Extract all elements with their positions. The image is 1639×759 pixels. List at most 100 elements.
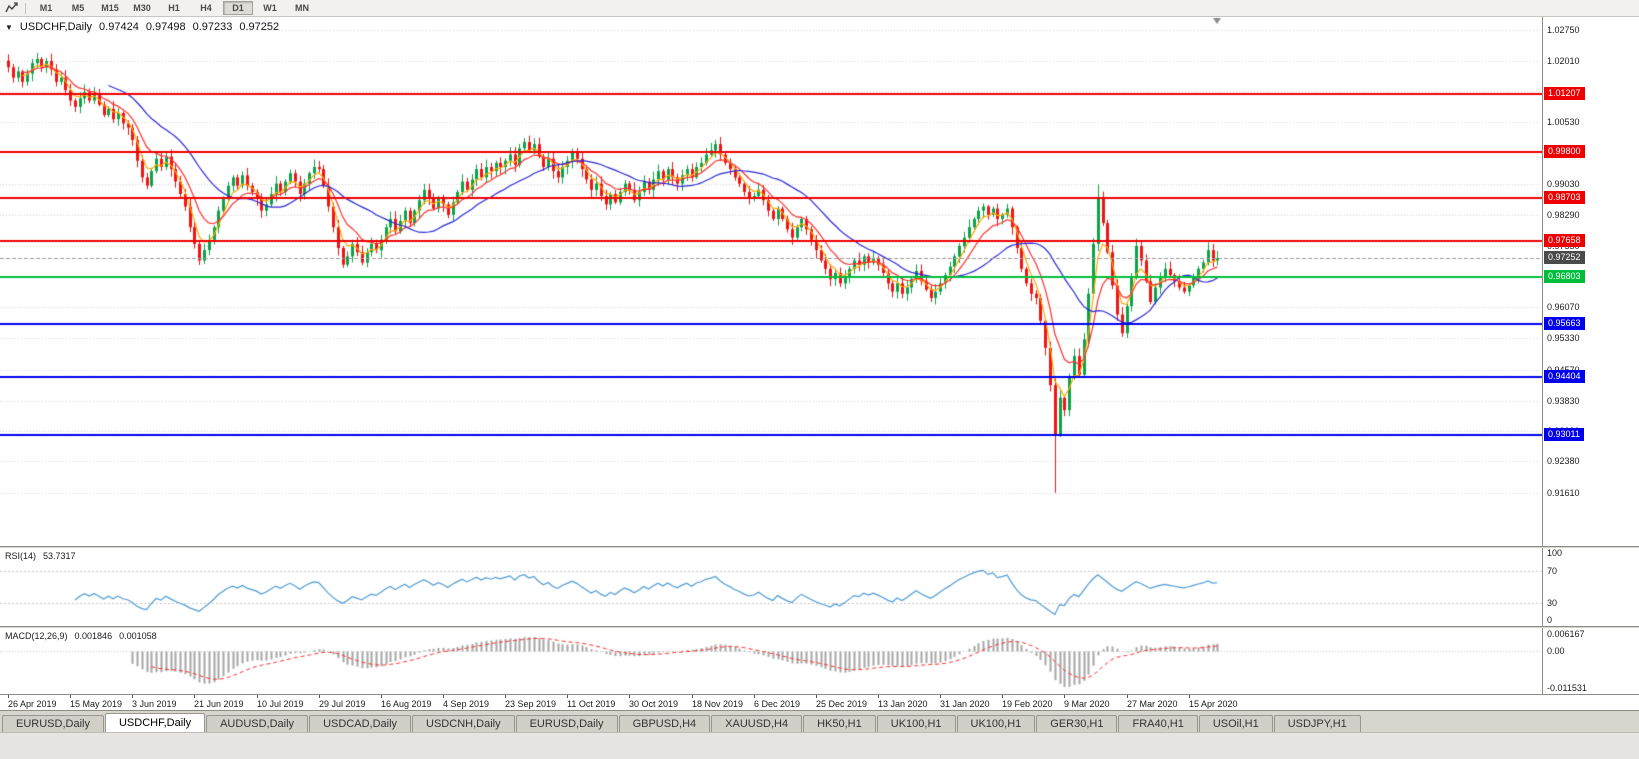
date-tick [878,695,879,698]
symbol-title: USDCHF,Daily [19,21,93,33]
price-tick-label: 1.02750 [1547,25,1580,35]
chart-tab-audusd-daily[interactable]: AUDUSD,Daily [206,715,309,732]
hline-price-badge: 1.01207 [1544,87,1585,100]
chart-tab-uk100-h1[interactable]: UK100,H1 [956,715,1036,732]
date-label: 3 Jun 2019 [132,699,177,709]
date-label: 19 Feb 2020 [1002,699,1053,709]
date-tick [1002,695,1003,698]
chart-tab-eurusd-daily[interactable]: EURUSD,Daily [515,715,618,732]
price-tick-label: 0.95330 [1547,333,1580,343]
chart-tab-usdchf-daily[interactable]: USDCHF,Daily [104,713,206,732]
price-tick-label: 1.02010 [1547,56,1580,66]
chart-tab-fra40-h1[interactable]: FRA40,H1 [1118,715,1198,732]
timeframe-toolbar: M1 M5 M15 M30 H1 H4 D1 W1 MN [0,0,1639,17]
ohlc-close: 0.97252 [239,21,280,33]
date-tick [629,695,630,698]
date-tick [816,695,817,698]
window-bottom-filler [0,732,1639,759]
date-tick [692,695,693,698]
rsi-value: 53.7317 [43,551,76,561]
chart-tab-bar: EURUSD,Daily USDCHF,Daily AUDUSD,Daily USDC… [0,710,1639,732]
date-label: 6 Dec 2019 [754,699,801,709]
macd-axis[interactable]: 0.006167 0.00 -0.011531 [1544,628,1639,694]
hline-price-badge: 0.98703 [1544,191,1585,204]
date-tick [505,695,506,698]
ohlc-high: 0.97498 [145,21,186,33]
date-label: 16 Aug 2019 [381,699,432,709]
rsi-axis[interactable]: 100 70 30 0 [1544,548,1639,626]
chart-menu-expander-icon[interactable]: ▼ [5,22,13,32]
chart-tab-usdcad-daily[interactable]: USDCAD,Daily [309,715,412,732]
chart-tab-gbpusd-h4[interactable]: GBPUSD,H4 [618,715,711,732]
pane-divider-macd[interactable] [0,626,1639,628]
chart-tab-xauusd-h4[interactable]: XAUUSD,H4 [711,715,803,732]
date-tick [567,695,568,698]
hline-price-badge: 0.99800 [1544,145,1585,158]
price-tick-label: 0.98290 [1547,210,1580,220]
price-axis[interactable]: 1.027501.020101.012801.005300.998000.990… [1544,17,1639,546]
date-tick [194,695,195,698]
price-tick-label: 0.91610 [1547,488,1580,498]
chart-tab-hk50-h1[interactable]: HK50,H1 [803,715,876,732]
line-chart-icon[interactable] [3,1,21,16]
chart-tab-uk100-h1[interactable]: UK100,H1 [876,715,956,732]
chart-tab-eurusd-daily[interactable]: EURUSD,Daily [2,715,104,732]
timeframe-button-m5[interactable]: M5 [71,3,85,13]
date-tick [132,695,133,698]
hline-price-badge: 0.95663 [1544,317,1585,330]
date-axis[interactable]: 26 Apr 2019 15 May 2019 3 Jun 2019 21 Jun 2… [0,694,1639,710]
ohlc-open: 0.97424 [99,21,139,33]
price-chart-canvas[interactable] [0,17,1542,546]
date-label: 15 Apr 2020 [1189,699,1238,709]
chart-tab-usoil-h1[interactable]: USOil,H1 [1198,715,1273,732]
timeframe-button-mn[interactable]: MN [295,3,309,13]
chart-tab-usdcnh-daily[interactable]: USDCNH,Daily [412,715,515,732]
date-label: 23 Sep 2019 [505,699,557,709]
hline-price-badge: 0.93011 [1544,428,1584,441]
date-tick [940,695,941,698]
date-label: 29 Jul 2019 [319,699,366,709]
timeframe-button-m30[interactable]: M30 [133,3,151,13]
price-tick-label: 1.00530 [1547,117,1580,127]
date-label: 27 Mar 2020 [1127,699,1178,709]
date-tick [443,695,444,698]
toolbar-separator [25,2,26,14]
date-label: 10 Jul 2019 [257,699,304,709]
date-label: 31 Jan 2020 [940,699,990,709]
rsi-tick-label: 30 [1547,598,1558,608]
date-tick [381,695,382,698]
date-tick [1064,695,1065,698]
date-tick [70,695,71,698]
pane-divider-rsi[interactable] [0,546,1639,548]
hline-price-badge: 0.97658 [1544,234,1585,247]
timeframe-button-m15[interactable]: M15 [101,3,119,13]
macd-chart-canvas[interactable] [0,628,1542,694]
date-tick [1127,695,1128,698]
timeframe-buttons: M1 M5 M15 M30 H1 H4 D1 W1 MN [30,1,318,15]
timeframe-button-d1[interactable]: D1 [223,1,253,15]
date-label: 11 Oct 2019 [567,699,616,709]
price-tick-label: 0.93830 [1547,396,1580,406]
rsi-chart-canvas[interactable] [0,548,1542,626]
macd-tick-label: 0.006167 [1547,629,1585,639]
rsi-header: RSI(14) 53.7317 [5,551,76,561]
timeframe-button-h4[interactable]: H4 [200,3,212,13]
chart-tab-ger30-h1[interactable]: GER30,H1 [1036,715,1118,732]
chart-tab-usdjpy-h1[interactable]: USDJPY,H1 [1273,715,1361,732]
hline-price-badge: 0.96803 [1544,270,1585,283]
date-tick [754,695,755,698]
date-tick [1189,695,1190,698]
date-label: 25 Dec 2019 [816,699,868,709]
date-label: 9 Mar 2020 [1064,699,1110,709]
timeframe-button-m1[interactable]: M1 [39,3,53,13]
date-tick [8,695,9,698]
date-tick [319,695,320,698]
price-tick-label: 0.96070 [1547,302,1580,312]
timeframe-button-w1[interactable]: W1 [263,3,277,13]
date-label: 30 Oct 2019 [629,699,679,709]
macd-tick-label: 0.00 [1547,646,1565,656]
timeframe-button-h1[interactable]: H1 [168,3,180,13]
rsi-tick-label: 100 [1547,548,1563,558]
date-label: 21 Jun 2019 [194,699,244,709]
